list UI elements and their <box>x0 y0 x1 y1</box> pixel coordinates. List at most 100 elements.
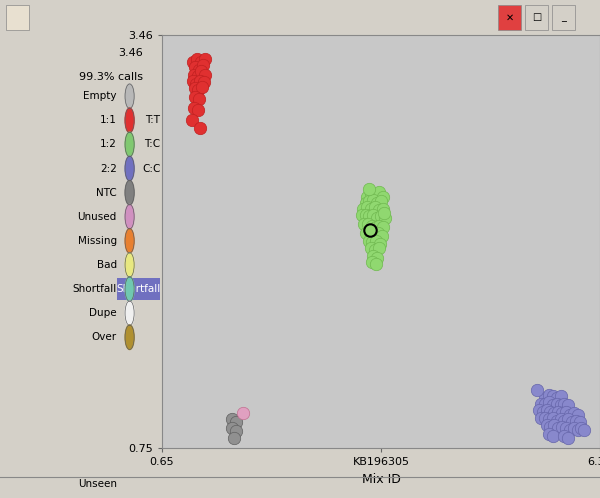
Point <box>370 191 380 199</box>
Point <box>227 424 236 432</box>
Point <box>190 84 199 92</box>
Point <box>376 240 385 248</box>
Point <box>548 432 557 440</box>
Point <box>538 407 548 415</box>
Point <box>552 394 562 402</box>
Point <box>370 203 380 211</box>
Point <box>561 407 571 415</box>
X-axis label: Mix ID: Mix ID <box>362 473 400 486</box>
Point <box>362 203 372 211</box>
Point <box>189 71 199 79</box>
Point <box>573 426 583 434</box>
Point <box>366 205 376 213</box>
Text: T:T: T:T <box>145 116 160 125</box>
Point <box>544 430 554 438</box>
Point <box>194 66 204 74</box>
Point <box>365 226 375 234</box>
Point <box>560 432 569 440</box>
Point <box>548 392 557 400</box>
Point <box>190 94 200 102</box>
Point <box>196 58 205 66</box>
Text: Over: Over <box>92 332 116 342</box>
Text: □: □ <box>532 12 541 22</box>
Point <box>189 104 199 112</box>
Point <box>199 78 209 86</box>
Point <box>374 245 383 252</box>
Point <box>560 417 569 425</box>
Point <box>565 411 575 419</box>
Point <box>364 237 373 245</box>
Text: T:C: T:C <box>144 139 160 149</box>
Point <box>365 212 374 220</box>
Point <box>188 58 198 66</box>
Point <box>195 77 205 85</box>
Point <box>365 185 374 193</box>
Point <box>373 199 382 207</box>
Point <box>556 392 565 400</box>
Point <box>366 245 376 252</box>
Circle shape <box>125 301 134 325</box>
Point <box>361 199 370 207</box>
Point <box>359 220 369 228</box>
Text: 1:1: 1:1 <box>100 116 116 125</box>
Point <box>378 193 388 201</box>
Text: Bad: Bad <box>97 260 116 270</box>
FancyBboxPatch shape <box>116 278 160 300</box>
Point <box>377 232 386 240</box>
FancyBboxPatch shape <box>498 5 521 29</box>
Circle shape <box>125 252 134 277</box>
Point <box>542 406 551 414</box>
Text: 2:2: 2:2 <box>100 163 116 173</box>
Point <box>557 423 567 431</box>
Point <box>542 421 551 429</box>
Point <box>373 253 382 261</box>
Text: Shortfall: Shortfall <box>116 284 161 294</box>
Point <box>545 423 555 431</box>
Point <box>376 197 386 205</box>
Point <box>193 72 202 80</box>
Point <box>194 95 204 103</box>
Point <box>191 80 201 88</box>
Circle shape <box>125 229 134 253</box>
Point <box>370 246 380 254</box>
Point <box>577 424 586 432</box>
Point <box>380 214 389 222</box>
Point <box>365 197 374 205</box>
Text: ✕: ✕ <box>505 12 514 22</box>
Point <box>553 407 563 415</box>
FancyBboxPatch shape <box>552 5 575 29</box>
Circle shape <box>125 277 134 301</box>
Point <box>568 418 577 426</box>
Point <box>544 415 554 423</box>
Point <box>548 414 557 422</box>
Point <box>374 206 383 214</box>
Text: 99.3% calls: 99.3% calls <box>79 72 143 82</box>
Text: Empty: Empty <box>83 91 116 101</box>
Point <box>540 394 550 402</box>
Point <box>373 214 382 222</box>
Point <box>573 411 583 419</box>
Circle shape <box>125 205 134 229</box>
Point <box>376 212 386 220</box>
Point <box>192 55 202 63</box>
Text: Shortfall: Shortfall <box>73 284 116 294</box>
Point <box>190 63 200 71</box>
Point <box>367 222 377 230</box>
Text: NTC: NTC <box>96 188 116 198</box>
Point <box>231 418 241 426</box>
Point <box>548 401 557 409</box>
Point <box>187 117 197 124</box>
Point <box>195 124 205 132</box>
Point <box>238 409 248 417</box>
Point <box>552 400 562 408</box>
Point <box>229 434 239 442</box>
Point <box>361 211 370 219</box>
Point <box>556 401 565 409</box>
Text: Dupe: Dupe <box>89 308 116 318</box>
Text: C:C: C:C <box>142 163 160 173</box>
Text: 3.46: 3.46 <box>118 48 143 58</box>
Point <box>575 418 584 426</box>
Point <box>374 188 383 196</box>
Point <box>367 258 377 266</box>
Point <box>366 190 376 198</box>
